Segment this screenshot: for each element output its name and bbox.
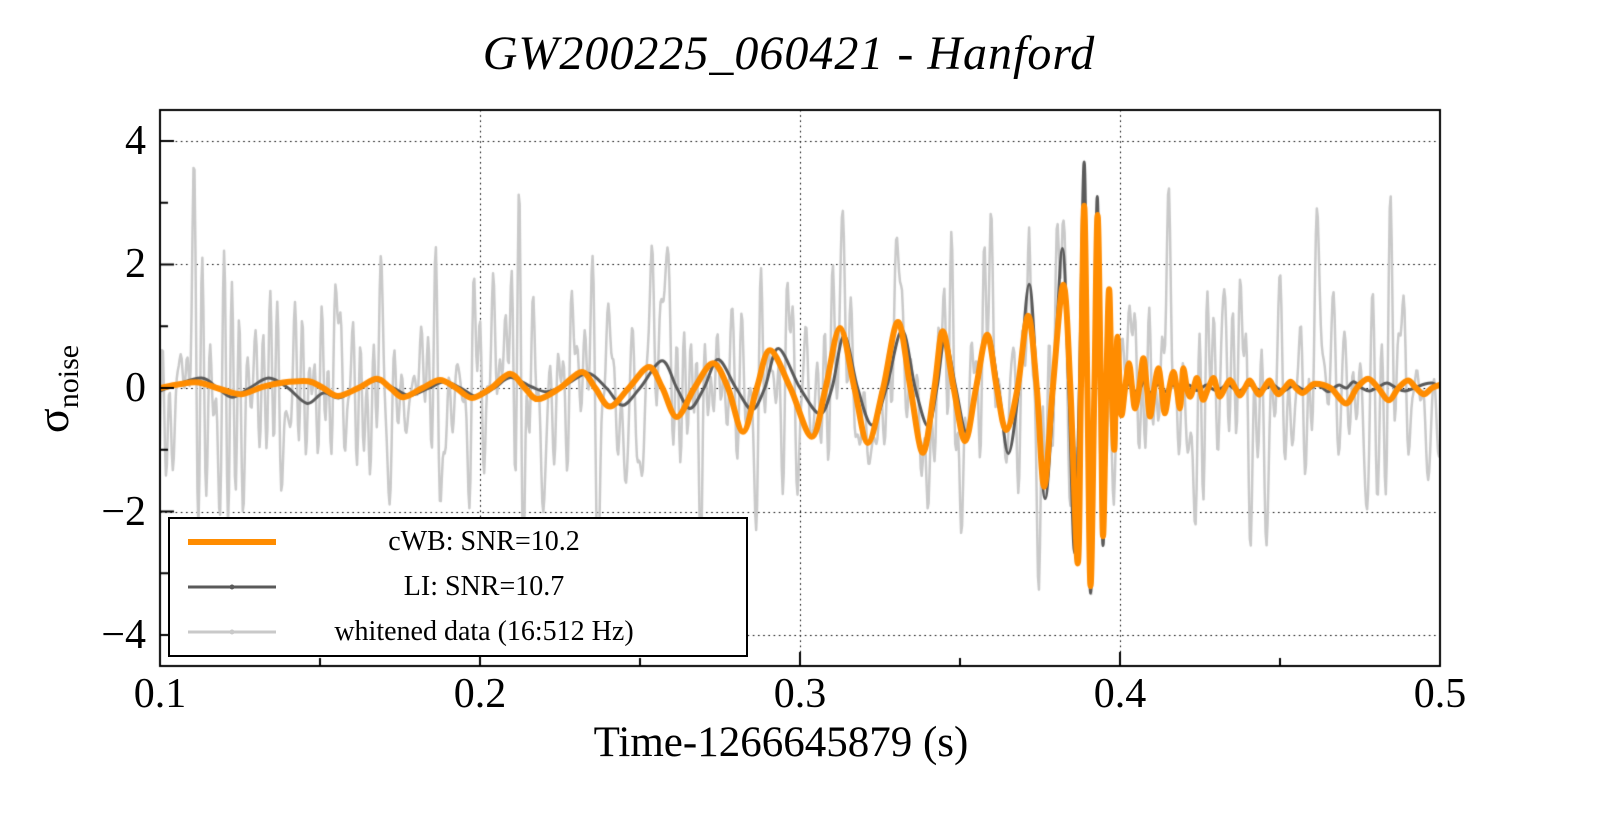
legend-entry-whitened-data: whitened data (16:512 Hz)	[170, 610, 746, 655]
x-tick-label: 0.1	[133, 671, 187, 717]
legend-whitened-marker-dot	[229, 629, 235, 635]
legend-entry-cwb: cWB: SNR=10.2	[170, 519, 746, 564]
y-tick-label: −4	[101, 612, 146, 659]
legend-whitened-label: whitened data (16:512 Hz)	[334, 616, 634, 648]
legend-li-marker-dot	[229, 584, 235, 590]
legend: cWB: SNR=10.2 LI: SNR=10.7 whitened data…	[168, 517, 748, 657]
x-axis-label: Time-1266645879 (s)	[593, 719, 969, 766]
x-tick-label: 0.5	[1413, 671, 1467, 717]
x-tick-label: 0.3	[773, 671, 827, 717]
legend-cwb-marker-dot	[229, 539, 235, 545]
legend-cwb-label: cWB: SNR=10.2	[388, 525, 580, 557]
y-tick-label: 2	[125, 241, 146, 288]
x-tick-label: 0.4	[1093, 671, 1147, 717]
legend-li-label: LI: SNR=10.7	[403, 570, 565, 602]
x-tick-label: 0.2	[453, 671, 507, 717]
y-tick-label: 4	[125, 117, 146, 164]
y-tick-label: 0	[125, 365, 146, 411]
y-tick-label: −2	[101, 488, 146, 535]
legend-entry-li: LI: SNR=10.7	[170, 564, 746, 609]
chart-title: GW200225_060421 - Hanford	[482, 27, 1096, 80]
